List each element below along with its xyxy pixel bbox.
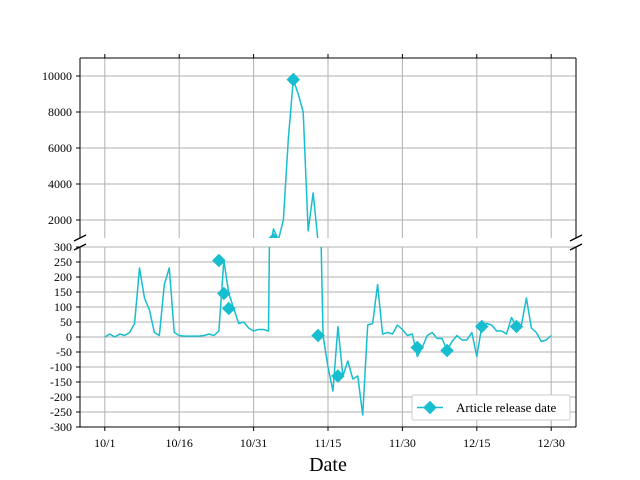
- xtick-label-0: 10/1: [94, 436, 115, 450]
- upper-plot-marker-7: [410, 250, 424, 264]
- xtick-label-4: 11/30: [389, 436, 416, 450]
- xtick-label-2: 10/31: [240, 436, 267, 450]
- upper-plot-marker-10: [510, 249, 524, 263]
- lower-ytick-label-10: 200: [54, 270, 72, 284]
- lower-plot-marker-5: [311, 328, 325, 343]
- lower-ytick-label-9: 150: [54, 285, 72, 299]
- lower-plot-marker-2: [222, 301, 236, 316]
- lower-ytick-label-0: -300: [50, 420, 72, 434]
- upper-plot-marker-3: [266, 233, 281, 238]
- axis-break-marks: [73, 234, 583, 251]
- lower-plot-marker-10: [509, 319, 524, 334]
- legend-label: Article release date: [456, 400, 557, 415]
- lower-ytick-label-7: 50: [60, 315, 72, 329]
- lower-plot-marker-1: [217, 286, 231, 301]
- upper-plot-marker-6: [331, 252, 345, 266]
- upper-ytick-label-3: 8000: [48, 105, 72, 119]
- lower-ytick-label-6: 0: [66, 330, 72, 344]
- legend-frame: [411, 394, 571, 421]
- lower-plot-marker-8: [440, 343, 454, 358]
- lower-ytick-label-5: -50: [56, 345, 72, 359]
- upper-ytick-label-1: 4000: [48, 177, 72, 191]
- break-mark-0: [73, 234, 87, 242]
- legend-marker-sample: [423, 400, 437, 415]
- upper-ytick-label-4: 10000: [42, 69, 72, 83]
- lower-plot-marker-6: [331, 369, 345, 383]
- lower-ytick-label-12: 300: [54, 240, 72, 254]
- break-mark-2: [73, 243, 87, 251]
- lower-plot-marker-3: [267, 60, 281, 74]
- lower-plot-area: [104, 60, 552, 416]
- lower-plot-marker-0: [212, 253, 226, 268]
- lower-ytick-label-3: -150: [50, 375, 72, 389]
- lower-ytick-label-2: -200: [50, 390, 72, 404]
- lower-ytick-label-8: 100: [54, 300, 72, 314]
- axis-ticks: 200040006000800010000-300-250-200-150-10…: [42, 54, 565, 450]
- xtick-label-6: 12/30: [538, 436, 565, 450]
- lower-ytick-label-4: -100: [50, 360, 72, 374]
- lower-plot-series-line: [104, 247, 552, 416]
- lower-plot-marker-7: [410, 340, 425, 355]
- xtick-label-5: 12/15: [463, 436, 490, 450]
- lower-plot-marker-9: [474, 319, 489, 334]
- break-mark-1: [569, 234, 583, 242]
- upper-plot-area: [266, 72, 524, 266]
- legend: Article release date: [411, 394, 571, 421]
- lower-ytick-label-11: 250: [54, 255, 72, 269]
- lower-ytick-label-1: -250: [50, 405, 72, 419]
- upper-plot-marker-4: [286, 72, 301, 87]
- upper-plot-marker-5: [311, 249, 325, 263]
- xtick-label-1: 10/16: [166, 436, 193, 450]
- upper-ytick-label-0: 2000: [48, 213, 72, 227]
- upper-ytick-label-2: 6000: [48, 141, 72, 155]
- break-mark-3: [569, 243, 583, 251]
- xtick-label-3: 11/15: [315, 436, 342, 450]
- upper-grid: [80, 58, 576, 238]
- x-axis-label: Date: [309, 454, 347, 476]
